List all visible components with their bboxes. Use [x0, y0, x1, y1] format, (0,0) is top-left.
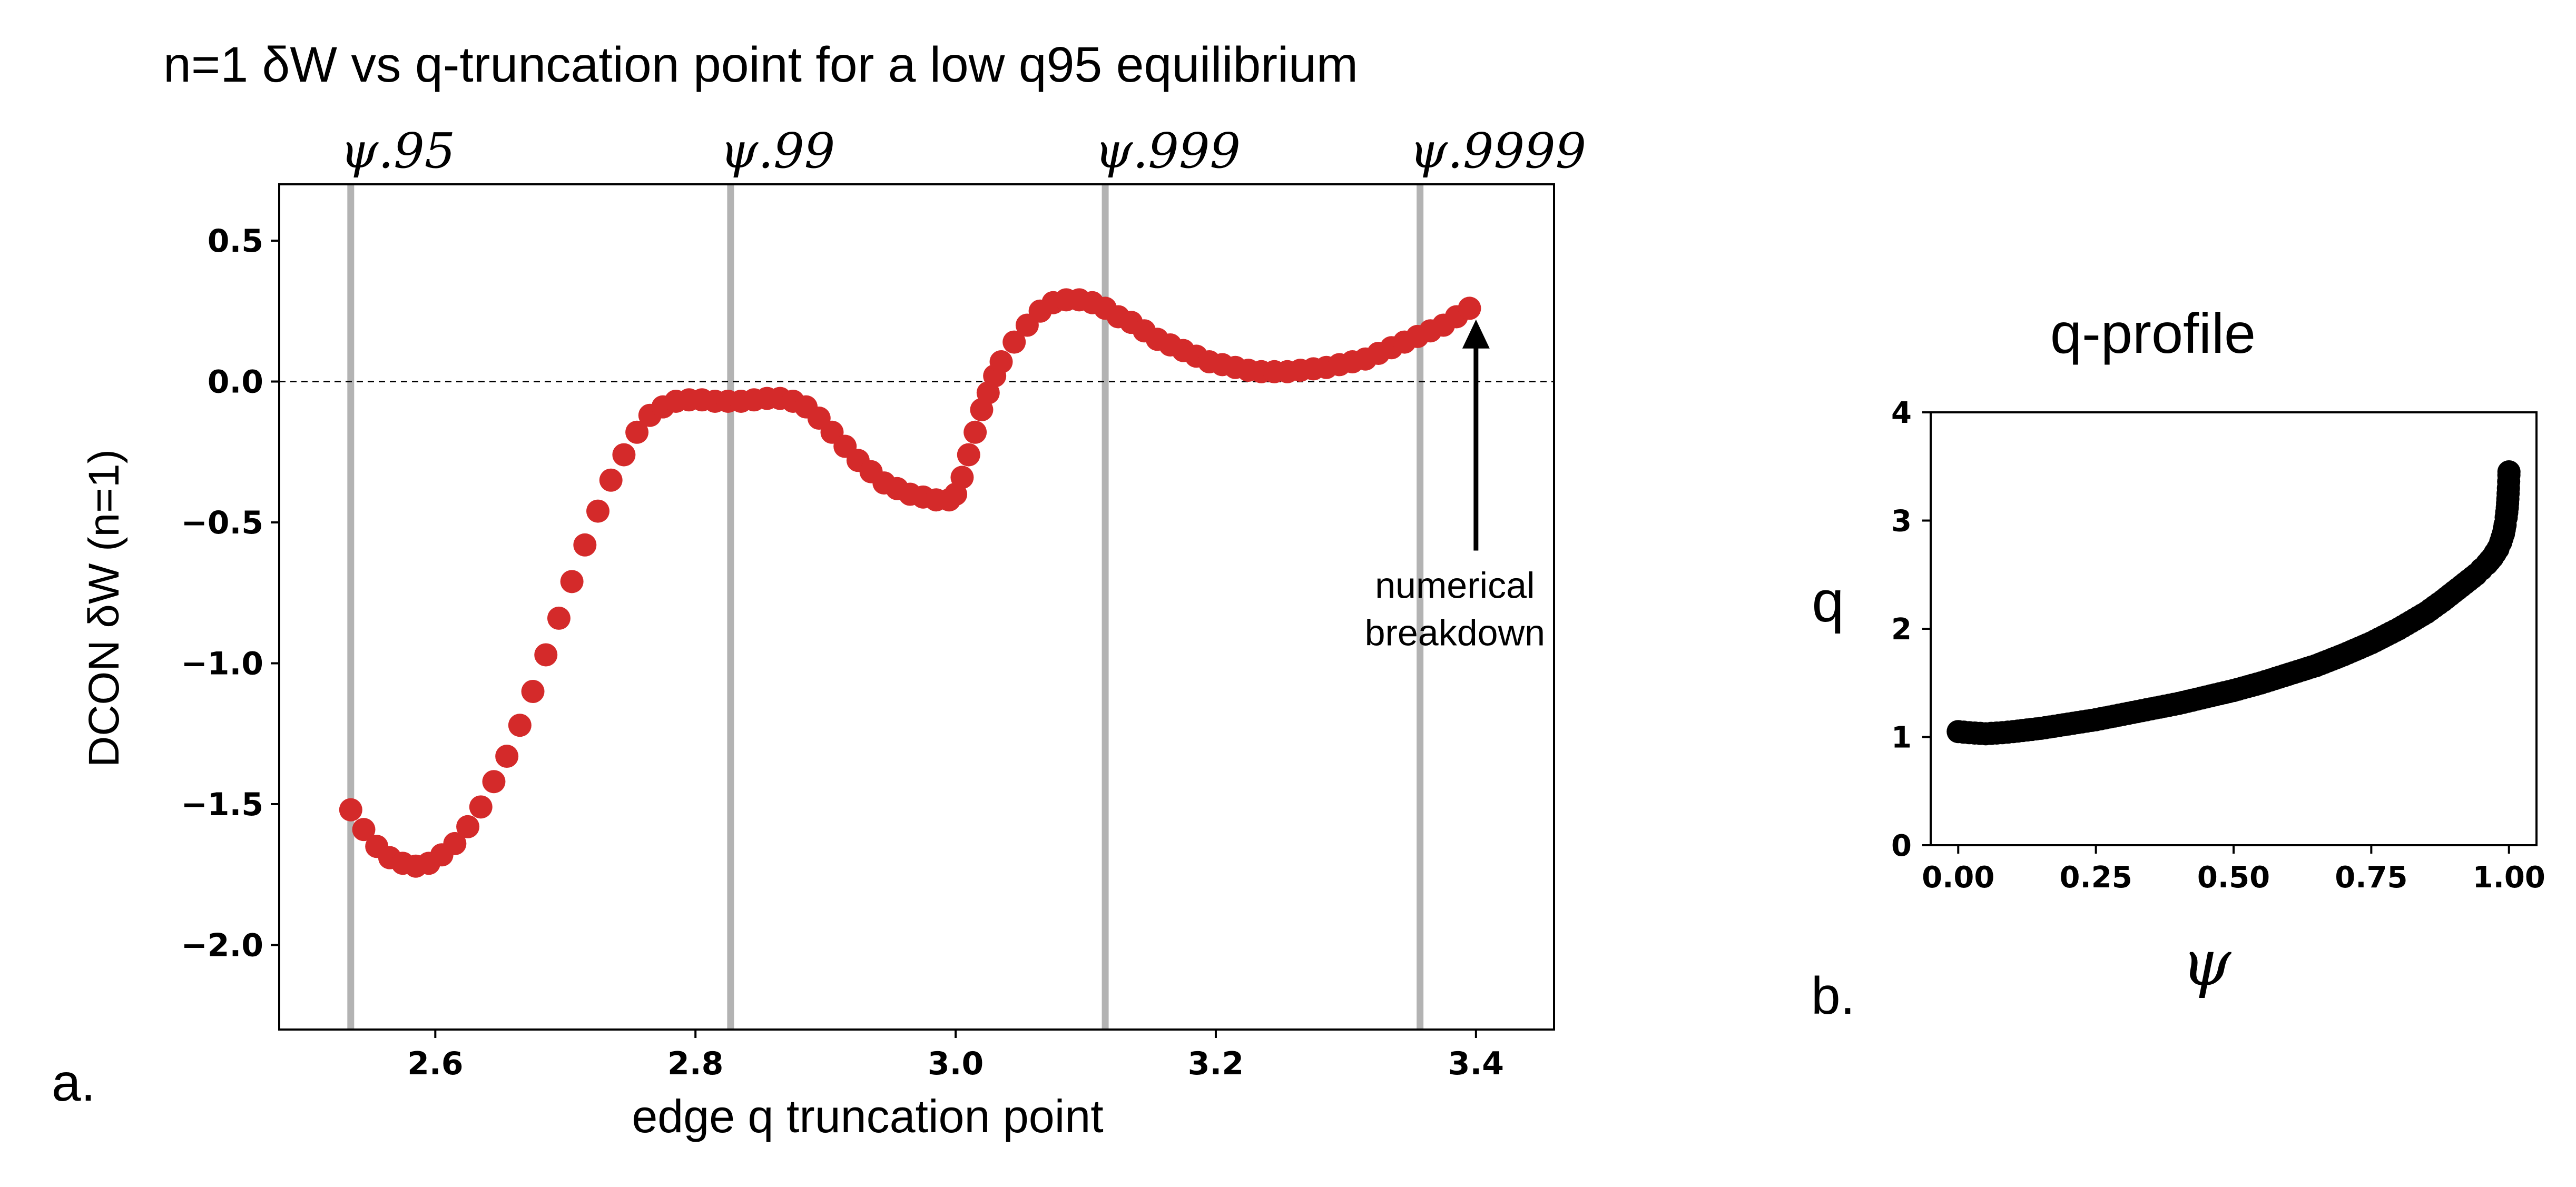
- q-profile-points: [1946, 460, 2521, 746]
- y-tick-label: 2: [1891, 612, 1912, 647]
- y-tick-label: 0: [1891, 829, 1912, 863]
- x-tick-label: 3.4: [1448, 1045, 1504, 1082]
- q-point: [2497, 460, 2521, 484]
- numerical-breakdown-annotation: numerical breakdown: [1365, 319, 1545, 654]
- x-tick-label: 0.25: [2060, 860, 2132, 895]
- data-point: [482, 770, 506, 794]
- data-point: [989, 350, 1013, 374]
- x-tick-label: 2.8: [667, 1045, 723, 1082]
- x-tick-label: 0.50: [2197, 860, 2270, 895]
- data-point: [957, 443, 980, 467]
- panel-a-y-ticks: 0.5 0.0 −0.5 −1.0 −1.5 −2.0: [181, 223, 279, 964]
- psi-vertical-lines: [347, 184, 1424, 1030]
- psi-label: ψ.95: [340, 123, 455, 179]
- data-point: [625, 420, 649, 444]
- data-point: [1458, 296, 1481, 320]
- panel-b-y-ticks: 0 1 2 3 4: [1891, 396, 1931, 863]
- panel-a-x-ticks: 2.6 2.8 3.0 3.2 3.4: [407, 1030, 1504, 1082]
- data-point: [963, 420, 987, 444]
- panel-b-label: b.: [1811, 966, 1855, 1025]
- y-tick-label: 3: [1891, 505, 1912, 539]
- data-point: [469, 795, 493, 819]
- data-point: [352, 818, 376, 842]
- panel-a-ylabel: DCON δW (n=1): [80, 449, 128, 767]
- data-point: [443, 832, 467, 855]
- psi-label: ψ.9999: [1410, 123, 1587, 179]
- panel-b-ylabel: q: [1812, 569, 1844, 634]
- panel-a-label: a.: [52, 1053, 95, 1112]
- annotation-arrow-head: [1462, 319, 1490, 349]
- x-tick-label: 1.00: [2473, 860, 2545, 895]
- psi-label: ψ.99: [720, 123, 835, 179]
- panel-a-xlabel: edge q truncation point: [632, 1090, 1103, 1142]
- y-tick-label: −1.5: [181, 786, 263, 823]
- panel-a-title: n=1 δW vs q-truncation point for a low q…: [163, 37, 1358, 93]
- psi-label: ψ.999: [1095, 123, 1241, 179]
- data-point: [1002, 330, 1026, 354]
- x-tick-label: 2.6: [407, 1045, 463, 1082]
- panel-b-title: q-profile: [2050, 301, 2256, 365]
- data-point: [521, 680, 545, 703]
- data-point: [612, 443, 636, 467]
- dw-points: [339, 288, 1481, 878]
- x-tick-label: 0.75: [2335, 860, 2407, 895]
- panel-b-xlabel: ψ: [2181, 927, 2232, 1000]
- data-point: [508, 714, 532, 737]
- y-tick-label: −2.0: [181, 927, 263, 964]
- panel-b-axes-frame: [1930, 411, 2538, 846]
- panel-b-chart: q-profile q ψ b. 0.00 0.25 0.50 0.75 1.00 0 1…: [1811, 301, 2545, 1025]
- data-point: [534, 643, 558, 667]
- data-point: [339, 798, 362, 822]
- y-tick-label: 0.0: [208, 364, 263, 401]
- data-point: [599, 468, 623, 492]
- panel-b-x-ticks: 0.00 0.25 0.50 0.75 1.00: [1922, 845, 2545, 895]
- x-tick-label: 3.2: [1188, 1045, 1244, 1082]
- y-tick-label: 4: [1891, 396, 1912, 430]
- data-point: [573, 533, 597, 557]
- data-point: [950, 466, 974, 489]
- annotation-line-2: breakdown: [1365, 612, 1545, 654]
- data-point: [456, 815, 480, 838]
- data-point: [586, 499, 609, 523]
- x-tick-label: 3.0: [928, 1045, 984, 1082]
- y-tick-label: −1.0: [181, 646, 263, 682]
- data-point: [547, 606, 571, 630]
- y-tick-label: 1: [1891, 721, 1912, 755]
- x-tick-label: 0.00: [1922, 860, 1994, 895]
- panel-a-axes-frame: [278, 183, 1555, 1031]
- data-point: [560, 570, 584, 594]
- data-point: [495, 745, 519, 768]
- y-tick-label: −0.5: [181, 505, 263, 541]
- y-tick-label: 0.5: [208, 223, 263, 260]
- psi-labels: ψ.95 ψ.99 ψ.999 ψ.9999: [340, 123, 1586, 179]
- annotation-line-1: numerical: [1375, 565, 1535, 606]
- panel-a-chart: n=1 δW vs q-truncation point for a low q…: [52, 37, 1586, 1142]
